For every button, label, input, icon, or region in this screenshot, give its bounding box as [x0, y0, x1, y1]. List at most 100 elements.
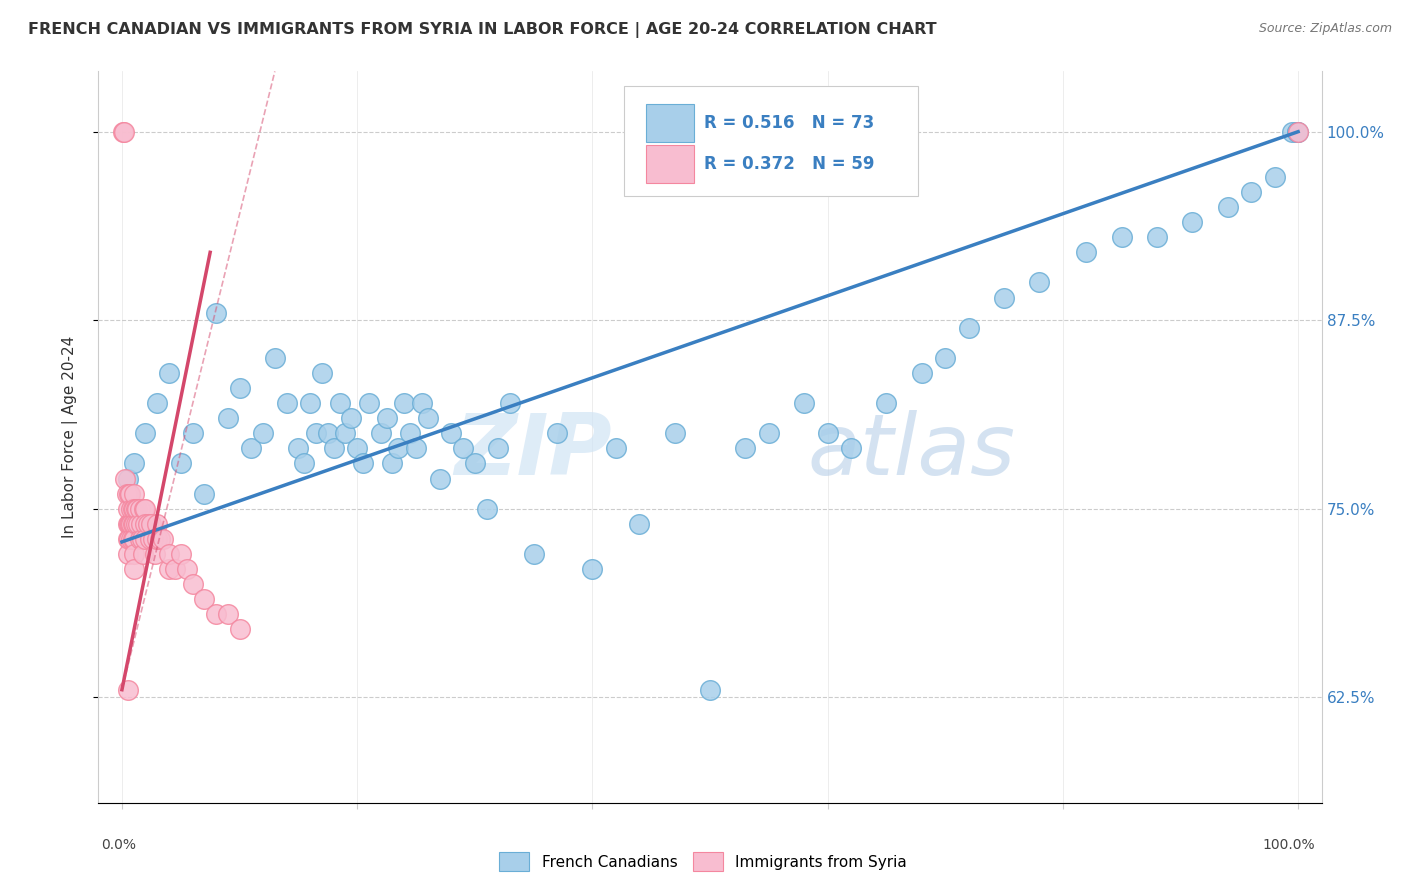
- Point: [399, 426, 422, 441]
- Point: [117, 532, 139, 546]
- Point: [132, 547, 155, 561]
- Point: [170, 457, 193, 471]
- FancyBboxPatch shape: [647, 104, 695, 143]
- Point: [605, 442, 627, 456]
- Point: [141, 532, 163, 546]
- Text: Source: ZipAtlas.com: Source: ZipAtlas.com: [1258, 22, 1392, 36]
- Point: [1111, 230, 1133, 244]
- Point: [125, 501, 148, 516]
- Point: [136, 516, 159, 531]
- Point: [299, 396, 322, 410]
- Point: [335, 426, 357, 441]
- FancyBboxPatch shape: [624, 86, 918, 195]
- Point: [143, 547, 166, 561]
- Point: [134, 426, 156, 441]
- Point: [240, 442, 263, 456]
- Point: [121, 501, 143, 516]
- Point: [1281, 125, 1303, 139]
- Point: [581, 562, 603, 576]
- Point: [1216, 200, 1239, 214]
- Point: [1286, 125, 1309, 139]
- Point: [328, 396, 350, 410]
- Point: [146, 532, 169, 546]
- Point: [121, 532, 143, 546]
- Point: [305, 426, 328, 441]
- Point: [122, 562, 145, 576]
- Point: [228, 623, 250, 637]
- Point: [134, 501, 156, 516]
- Point: [146, 516, 169, 531]
- Point: [127, 501, 149, 516]
- Point: [875, 396, 897, 410]
- Point: [176, 562, 198, 576]
- Point: [146, 396, 169, 410]
- Point: [276, 396, 298, 410]
- Point: [440, 426, 463, 441]
- Text: FRENCH CANADIAN VS IMMIGRANTS FROM SYRIA IN LABOR FORCE | AGE 20-24 CORRELATION : FRENCH CANADIAN VS IMMIGRANTS FROM SYRIA…: [28, 22, 936, 38]
- Point: [128, 532, 150, 546]
- Point: [149, 532, 172, 546]
- Point: [523, 547, 546, 561]
- Point: [193, 592, 215, 607]
- Text: 0.0%: 0.0%: [101, 838, 136, 853]
- Point: [125, 516, 148, 531]
- Point: [120, 516, 142, 531]
- Point: [115, 486, 138, 500]
- Point: [120, 486, 142, 500]
- Point: [120, 516, 142, 531]
- Point: [181, 577, 204, 591]
- Point: [122, 516, 145, 531]
- Point: [117, 501, 139, 516]
- Point: [1285, 125, 1308, 139]
- Point: [375, 411, 398, 425]
- Point: [734, 442, 756, 456]
- Point: [118, 486, 141, 500]
- Point: [128, 501, 150, 516]
- Point: [1181, 215, 1204, 229]
- Point: [429, 471, 451, 485]
- Point: [316, 426, 339, 441]
- Point: [122, 532, 145, 546]
- Point: [411, 396, 433, 410]
- Point: [664, 426, 686, 441]
- Point: [117, 516, 139, 531]
- Point: [117, 471, 139, 485]
- Point: [122, 457, 145, 471]
- Y-axis label: In Labor Force | Age 20-24: In Labor Force | Age 20-24: [62, 336, 77, 538]
- Point: [1076, 245, 1098, 260]
- Text: 100.0%: 100.0%: [1263, 838, 1315, 853]
- Point: [157, 366, 180, 380]
- Point: [131, 532, 153, 546]
- Point: [287, 442, 309, 456]
- Point: [163, 562, 186, 576]
- Point: [141, 516, 163, 531]
- Point: [120, 532, 142, 546]
- Point: [117, 547, 139, 561]
- Point: [381, 457, 404, 471]
- Point: [292, 457, 315, 471]
- Point: [839, 442, 862, 456]
- Point: [311, 366, 333, 380]
- Point: [451, 442, 474, 456]
- FancyBboxPatch shape: [647, 145, 695, 183]
- Point: [392, 396, 416, 410]
- Point: [157, 562, 180, 576]
- Point: [546, 426, 568, 441]
- Point: [1240, 185, 1263, 199]
- Point: [134, 516, 156, 531]
- Point: [357, 396, 380, 410]
- Legend: French Canadians, Immigrants from Syria: French Canadians, Immigrants from Syria: [495, 847, 911, 875]
- Point: [387, 442, 409, 456]
- Point: [121, 516, 143, 531]
- Point: [217, 411, 239, 425]
- Point: [112, 125, 135, 139]
- Point: [181, 426, 204, 441]
- Point: [346, 442, 368, 456]
- Point: [322, 442, 344, 456]
- Point: [352, 457, 374, 471]
- Point: [370, 426, 392, 441]
- Point: [122, 501, 145, 516]
- Point: [134, 532, 156, 546]
- Point: [817, 426, 839, 441]
- Point: [118, 516, 141, 531]
